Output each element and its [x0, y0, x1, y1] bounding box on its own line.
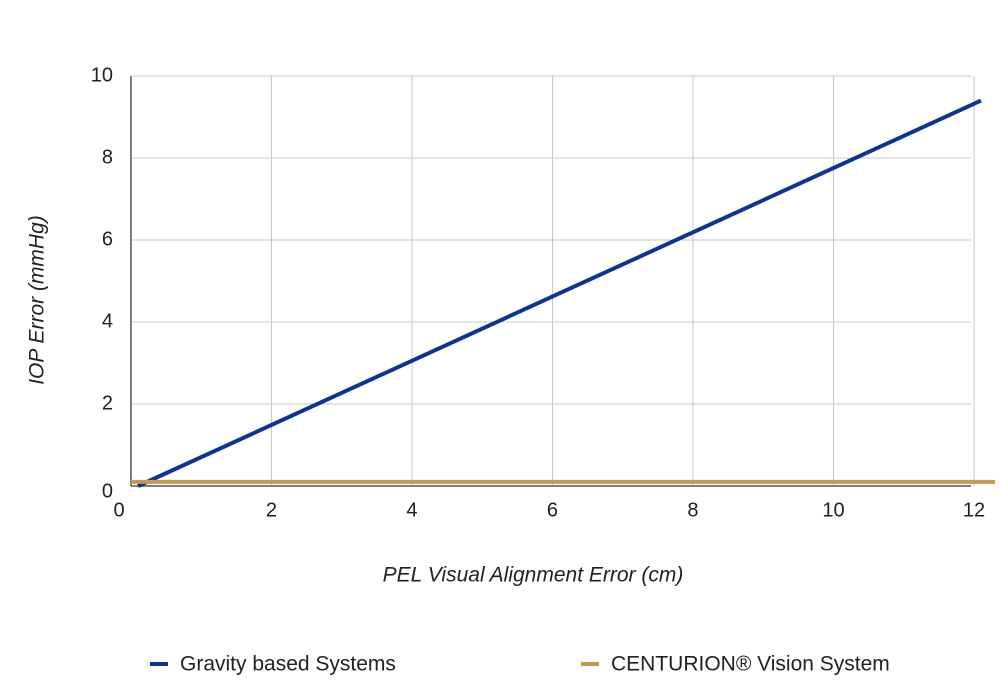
x-tick-label: 4 [406, 499, 417, 521]
x-tick-label: 8 [687, 499, 698, 521]
y-tick-label: 0 [102, 480, 113, 502]
y-tick-label: 6 [102, 228, 113, 250]
y-tick-label: 8 [102, 146, 113, 168]
y-axis-label: IOP Error (mmHg) [26, 215, 49, 385]
x-tick-label: 6 [547, 499, 558, 521]
x-tick-label: 2 [266, 499, 277, 521]
legend-text: CENTURION® Vision System [611, 653, 890, 676]
series-line [137, 98, 982, 488]
x-tick-label: 0 [113, 499, 124, 521]
y-tick-label: 10 [91, 64, 113, 86]
legend-text: Gravity based Systems [180, 653, 396, 676]
x-tick-label: 12 [963, 499, 985, 521]
x-tick-label: 10 [822, 499, 844, 521]
x-axis-label: PEL Visual Alignment Error (cm) [383, 564, 684, 587]
y-tick-label: 4 [102, 310, 113, 332]
y-tick-label: 2 [102, 392, 113, 414]
